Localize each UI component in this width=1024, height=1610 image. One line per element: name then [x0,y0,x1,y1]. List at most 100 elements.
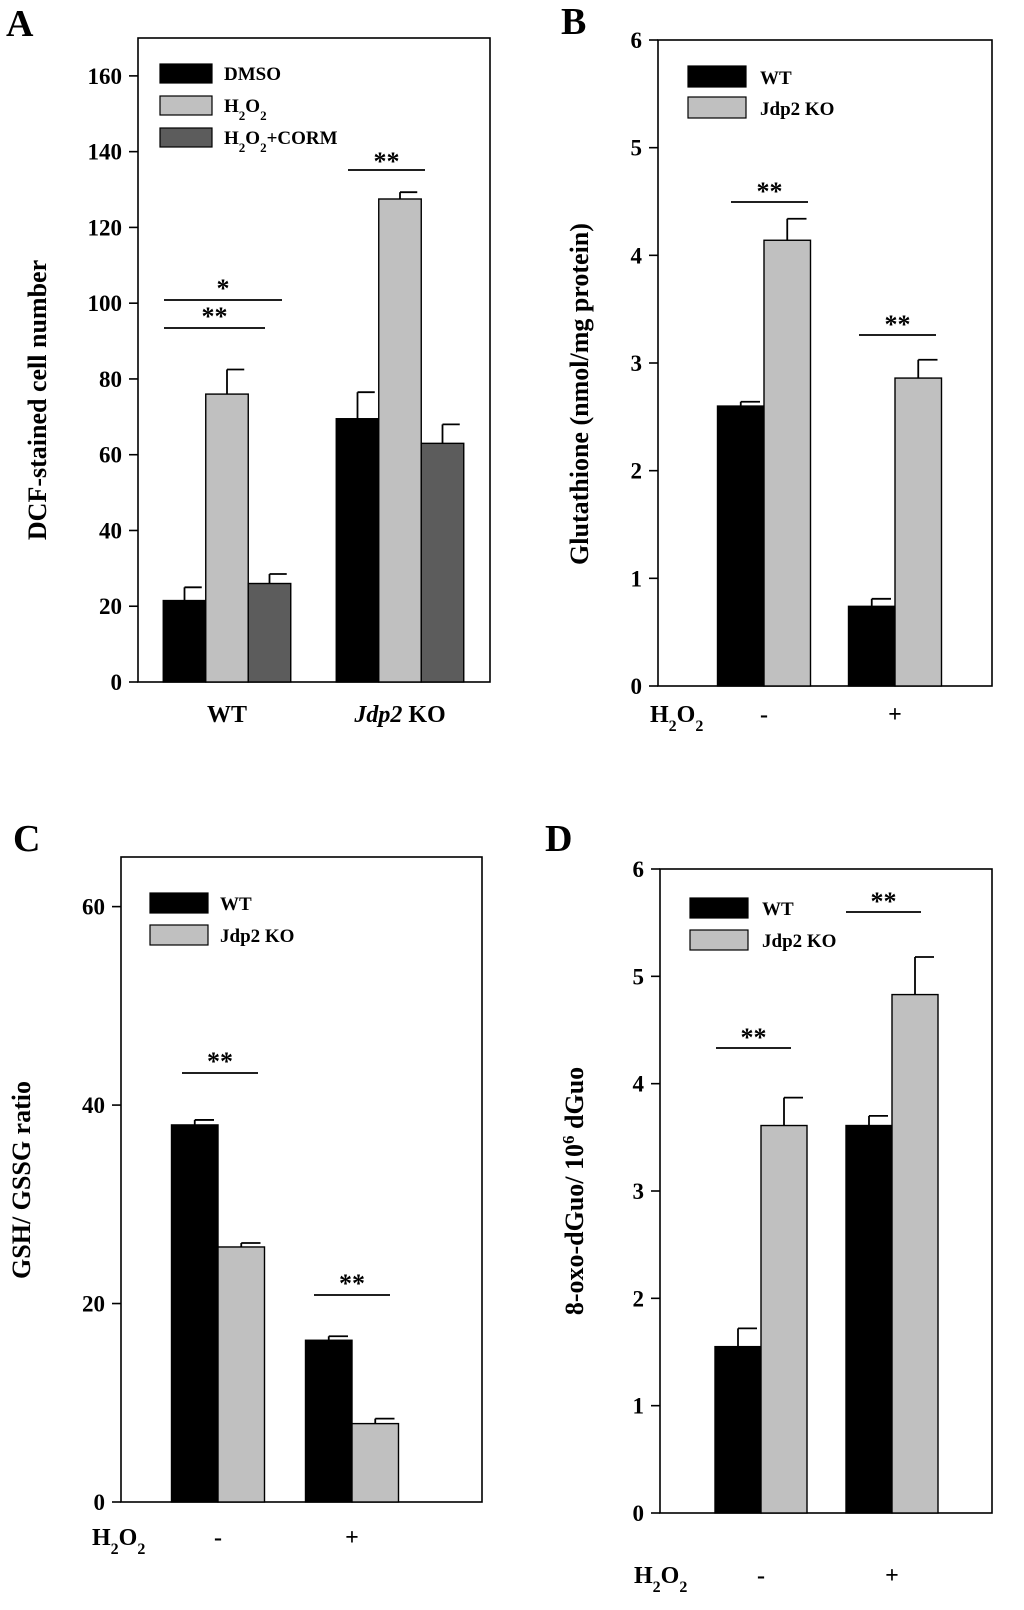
panel-letter: C [13,818,40,860]
legend-swatch [687,96,747,119]
legend-label: WT [760,68,792,89]
bar-wt-1 [845,1124,893,1514]
bar-wt-0 [714,1345,762,1514]
significance-marker: ** [885,310,911,339]
x-category-gene: Jdp2 [353,702,402,728]
legend-swatch [149,892,209,914]
bar-wt-0 [170,1124,219,1503]
panel-letter: D [545,818,572,860]
x-prefix-label: H2O2 [650,702,703,735]
significance-marker: ** [757,177,783,206]
y-tick-label: 0 [94,1490,106,1515]
y-tick-label: 3 [631,351,643,376]
x-prefix-o: O [677,702,696,728]
y-axis-label: DCF-stained cell number [23,260,52,540]
y-tick-label: 2 [631,459,643,484]
y-axis-label-sup: 6 [559,1135,578,1144]
legend-label: H2O2+CORM [224,128,338,155]
y-tick-label: 0 [633,1501,645,1526]
plot-frame [659,868,993,1514]
y-tick-label: 4 [633,1072,645,1097]
y-tick-label: 80 [99,367,122,392]
y-tick-label: 5 [633,964,645,989]
significance-marker: ** [207,1047,233,1076]
panel-b: B 0 1 2 3 4 5 6 Glutathione (nmol/mg protein) - + H… [561,1,993,735]
x-prefix-o: O [661,1563,680,1589]
legend-label-main: H [224,96,239,117]
y-tick-label: 6 [631,28,643,53]
y-axis-label: GSH/ GSSG ratio [7,1081,36,1279]
y-tick-label: 0 [111,670,123,695]
x-category-label: - [214,1525,222,1551]
x-prefix-sub2: 2 [679,1579,687,1596]
x-prefix-sub1: 2 [669,718,677,735]
bar-h2o2-corm-1 [420,442,465,683]
bar-wt-0 [716,405,765,687]
x-category-label: - [760,702,768,728]
legend-label-sub: 2 [239,108,246,123]
y-axis-label: Glutathione (nmol/mg protein) [565,223,594,565]
legend-swatch [159,95,213,116]
legend-label: Jdp2 KO [760,99,834,120]
panel-letter: A [6,3,34,45]
x-prefix-h: H [92,1525,111,1551]
y-tick-label: 6 [633,857,645,882]
legend-label: DMSO [224,64,281,85]
y-axis-label: 8-oxo-dGuo/ 106 dGuo [559,1067,590,1315]
x-prefix-sub2: 2 [695,718,703,735]
x-category-label: + [888,702,902,728]
significance-marker: ** [339,1269,365,1298]
y-tick-label: 3 [633,1179,645,1204]
x-prefix-label: H2O2 [634,1563,687,1596]
legend-label-tail: +CORM [267,128,338,149]
bar-jdp2-ko-1 [891,993,939,1514]
legend-label: H2O2 [224,96,267,123]
legend-swatch [689,897,749,919]
legend-label-main: H [224,128,239,149]
y-tick-label: 40 [99,518,122,543]
y-tick-label: 20 [82,1292,105,1317]
legend-label: Jdp2 KO [762,931,836,952]
legend-swatch [159,127,213,148]
y-tick-label: 60 [99,443,122,468]
x-prefix-sub1: 2 [111,1541,119,1558]
x-prefix-label: H2O2 [92,1525,145,1558]
significance-marker: ** [741,1023,767,1052]
bar-wt-1 [847,605,896,687]
bar-h2o2-0 [205,393,249,683]
y-axis-label-tail: dGuo [560,1067,589,1136]
legend-label-main: DMSO [224,64,281,85]
bar-jdp2-ko-0 [217,1246,266,1503]
x-category-label: + [885,1563,899,1589]
x-prefix-sub1: 2 [653,1579,661,1596]
bar-jdp2-ko-0 [763,239,812,687]
significance-marker: ** [374,147,400,176]
y-tick-label: 100 [88,291,123,316]
bar-jdp2-ko-0 [760,1124,808,1514]
bar-dmso-0 [162,599,207,683]
x-category-label: - [757,1563,765,1589]
y-tick-label: 20 [99,594,122,619]
y-tick-label: 1 [631,566,643,591]
y-tick-label: 1 [633,1394,645,1419]
bar-h2o2-corm-0 [247,582,292,683]
x-prefix-h: H [650,702,669,728]
x-category-suffix: KO [402,702,445,728]
plot-frame [137,37,491,683]
x-category-label: Jdp2 KO [353,702,445,728]
y-tick-label: 140 [88,140,123,165]
y-tick-label: 120 [88,215,123,240]
x-prefix-sub2: 2 [137,1541,145,1558]
legend-swatch [687,65,747,88]
y-tick-label: 4 [631,243,643,268]
legend-label: WT [762,899,794,920]
y-tick-label: 5 [631,136,643,161]
x-category-label: WT [207,702,247,728]
legend-label-sub: 2 [260,140,267,155]
legend-swatch [149,924,209,946]
x-prefix-h: H [634,1563,653,1589]
bar-h2o2-1 [378,198,422,683]
